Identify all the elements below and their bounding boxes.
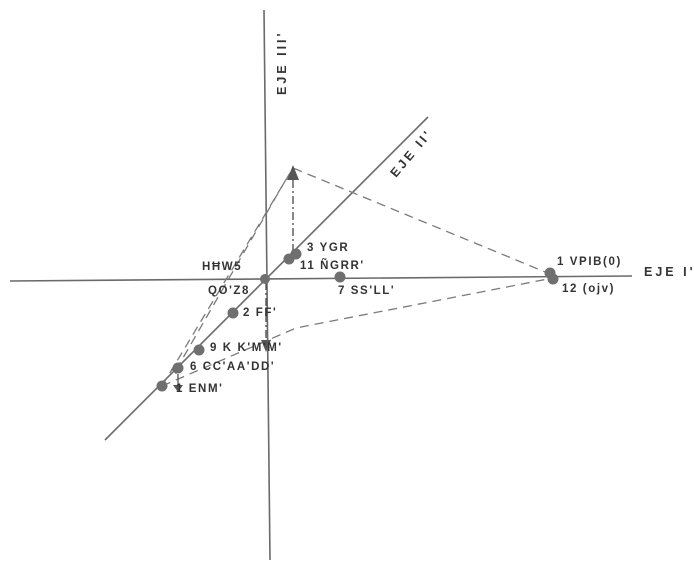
label-12: 12 (ojv)	[562, 283, 615, 295]
axis-1-title: EJE I'	[644, 265, 694, 279]
arrowhead-up-icon	[287, 165, 299, 180]
axis-3-line	[263, 9, 271, 561]
arrowhead-down-left-icon	[173, 385, 183, 392]
label-3: 3 YGR	[307, 242, 349, 254]
point-3	[290, 248, 302, 260]
label-2: 2 FF'	[243, 307, 277, 319]
axis-1-line	[9, 275, 633, 282]
label-6: 6 CC'AA'DD'	[190, 361, 275, 373]
dashed-line-lower	[161, 277, 554, 387]
point-2	[227, 307, 239, 319]
label-11: 11 ÑGRR'	[300, 259, 365, 272]
label-hhw5: HĦW5	[202, 261, 242, 273]
arrowhead-down-icon	[261, 340, 271, 352]
label-qoz8: QO'Z8	[208, 285, 250, 297]
point-7	[334, 271, 346, 283]
point-1-left	[156, 380, 168, 392]
dashed-triangle-upper	[161, 167, 551, 387]
dashed-ray-left	[175, 175, 289, 371]
label-1-right: 1 VPIB(0)	[557, 256, 622, 268]
label-9: 9 K K'M'M'	[210, 342, 283, 354]
axis-3-title: EJE III'	[275, 31, 289, 96]
label-7: 7 SS'LL'	[338, 285, 395, 297]
point-origin	[260, 274, 270, 284]
point-9	[193, 344, 205, 356]
label-1-left: 1 ENM'	[176, 383, 223, 395]
point-6	[172, 362, 184, 374]
point-12	[547, 273, 559, 285]
